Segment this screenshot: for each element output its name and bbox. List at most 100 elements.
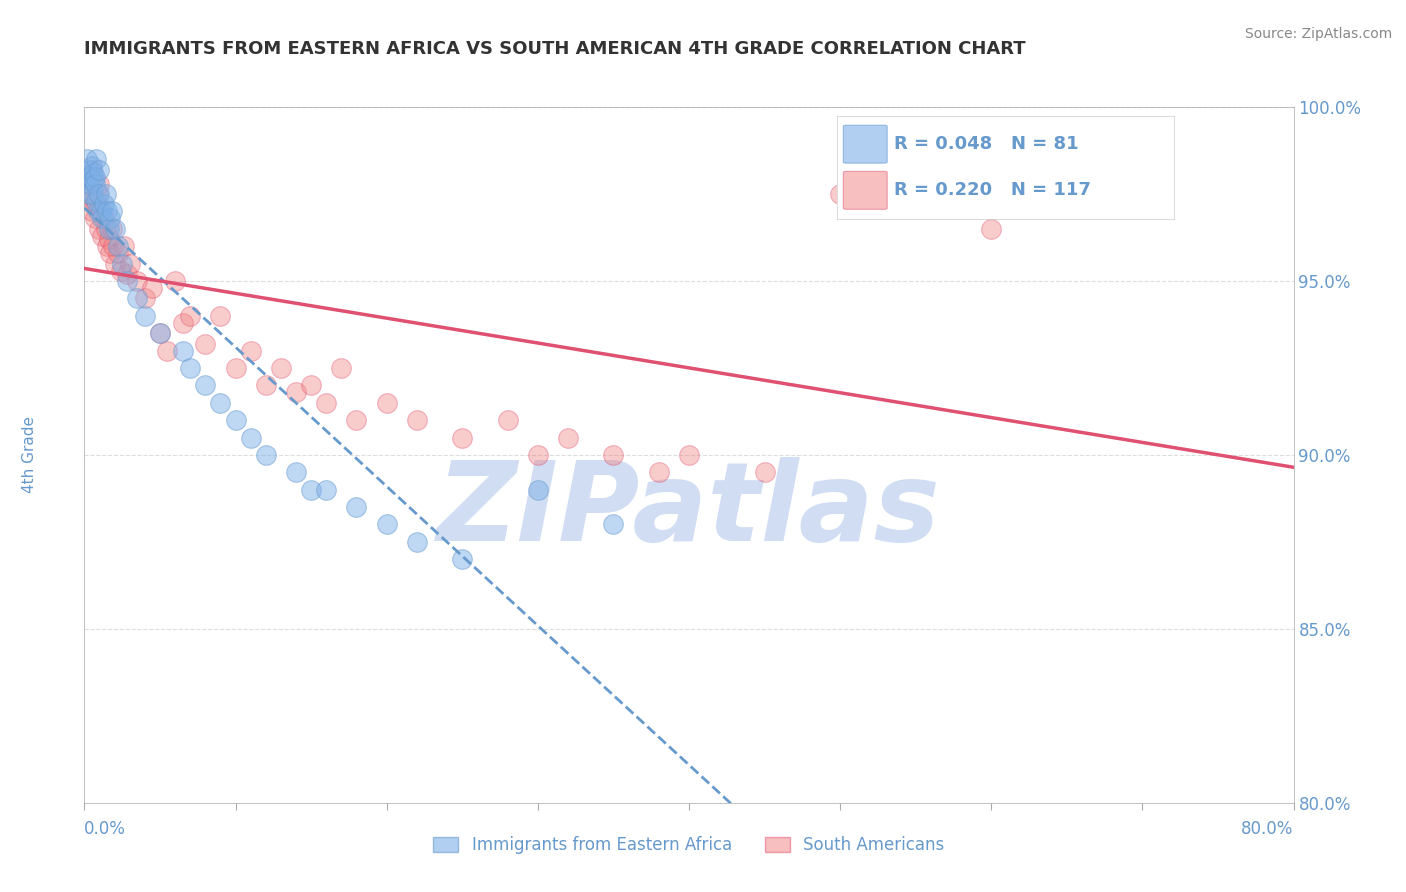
Point <box>209 395 232 409</box>
Point <box>375 395 398 409</box>
Point <box>89 177 111 191</box>
Point <box>830 186 852 201</box>
Point <box>110 263 132 277</box>
Point <box>112 239 135 253</box>
Point <box>254 448 277 462</box>
Point <box>299 483 322 497</box>
Point <box>86 194 108 208</box>
Point <box>647 465 671 479</box>
Point <box>94 221 117 235</box>
Point <box>98 246 121 260</box>
Point <box>346 413 368 427</box>
Point <box>77 177 100 191</box>
FancyBboxPatch shape <box>844 125 887 163</box>
Point <box>80 204 103 219</box>
Point <box>91 211 114 226</box>
Point <box>194 378 217 392</box>
Point <box>96 239 118 253</box>
Point <box>299 378 322 392</box>
Point <box>209 309 232 323</box>
Text: IMMIGRANTS FROM EASTERN AFRICA VS SOUTH AMERICAN 4TH GRADE CORRELATION CHART: IMMIGRANTS FROM EASTERN AFRICA VS SOUTH … <box>84 40 1026 58</box>
Point <box>406 534 429 549</box>
Point <box>127 274 149 288</box>
Point <box>93 197 115 211</box>
Text: R = 0.048   N = 81: R = 0.048 N = 81 <box>894 135 1078 153</box>
Point <box>172 343 194 358</box>
Point <box>284 385 308 400</box>
Point <box>98 211 121 226</box>
Legend: Immigrants from Eastern Africa, South Americans: Immigrants from Eastern Africa, South Am… <box>426 830 952 861</box>
Point <box>557 430 579 444</box>
Point <box>172 316 194 330</box>
Point <box>527 448 550 462</box>
Point <box>79 194 101 208</box>
Text: 0.0%: 0.0% <box>84 821 127 838</box>
Point <box>451 430 474 444</box>
Point <box>165 274 187 288</box>
Point <box>678 448 700 462</box>
Point <box>284 465 308 479</box>
Point <box>94 186 117 201</box>
Point <box>79 169 101 184</box>
Point <box>149 326 172 340</box>
Point <box>115 267 138 281</box>
Point <box>270 360 292 375</box>
Point <box>89 186 111 201</box>
Point <box>80 162 103 177</box>
Point <box>77 186 100 201</box>
Point <box>225 413 247 427</box>
Point <box>86 197 108 211</box>
Point <box>141 281 163 295</box>
Point <box>134 309 156 323</box>
Point <box>375 517 398 532</box>
Point <box>86 152 108 166</box>
Point <box>118 256 141 270</box>
Point <box>111 256 134 270</box>
Point <box>97 221 120 235</box>
Point <box>754 465 776 479</box>
Point <box>527 483 550 497</box>
Point <box>76 186 98 201</box>
Point <box>239 430 262 444</box>
Point <box>84 211 107 226</box>
Point <box>87 204 110 219</box>
Point <box>79 177 101 191</box>
Point <box>80 159 103 173</box>
Point <box>96 204 118 219</box>
Point <box>90 204 112 219</box>
Point <box>156 343 179 358</box>
Point <box>89 162 111 177</box>
Point <box>239 343 262 358</box>
Point <box>84 177 107 191</box>
Point <box>149 326 172 340</box>
Point <box>107 246 129 260</box>
Point <box>97 232 120 246</box>
Point <box>496 413 519 427</box>
Point <box>77 162 100 177</box>
Point <box>82 186 104 201</box>
Point <box>179 360 201 375</box>
Point <box>100 221 122 235</box>
Point <box>104 256 127 270</box>
Point <box>134 291 156 305</box>
Point <box>315 483 337 497</box>
Point <box>90 204 112 219</box>
Point <box>104 221 127 235</box>
Point <box>179 309 201 323</box>
Point <box>89 221 111 235</box>
Text: Source: ZipAtlas.com: Source: ZipAtlas.com <box>1244 27 1392 41</box>
Point <box>602 517 624 532</box>
Point <box>980 221 1002 235</box>
Point <box>194 336 217 351</box>
Point <box>100 204 122 219</box>
Point <box>346 500 368 514</box>
FancyBboxPatch shape <box>844 171 887 210</box>
Point <box>225 360 247 375</box>
Point <box>77 169 100 184</box>
Point <box>451 552 474 566</box>
Point <box>602 448 624 462</box>
Point <box>330 360 353 375</box>
Point <box>91 228 114 243</box>
Text: R = 0.220   N = 117: R = 0.220 N = 117 <box>894 181 1091 199</box>
Point <box>254 378 277 392</box>
